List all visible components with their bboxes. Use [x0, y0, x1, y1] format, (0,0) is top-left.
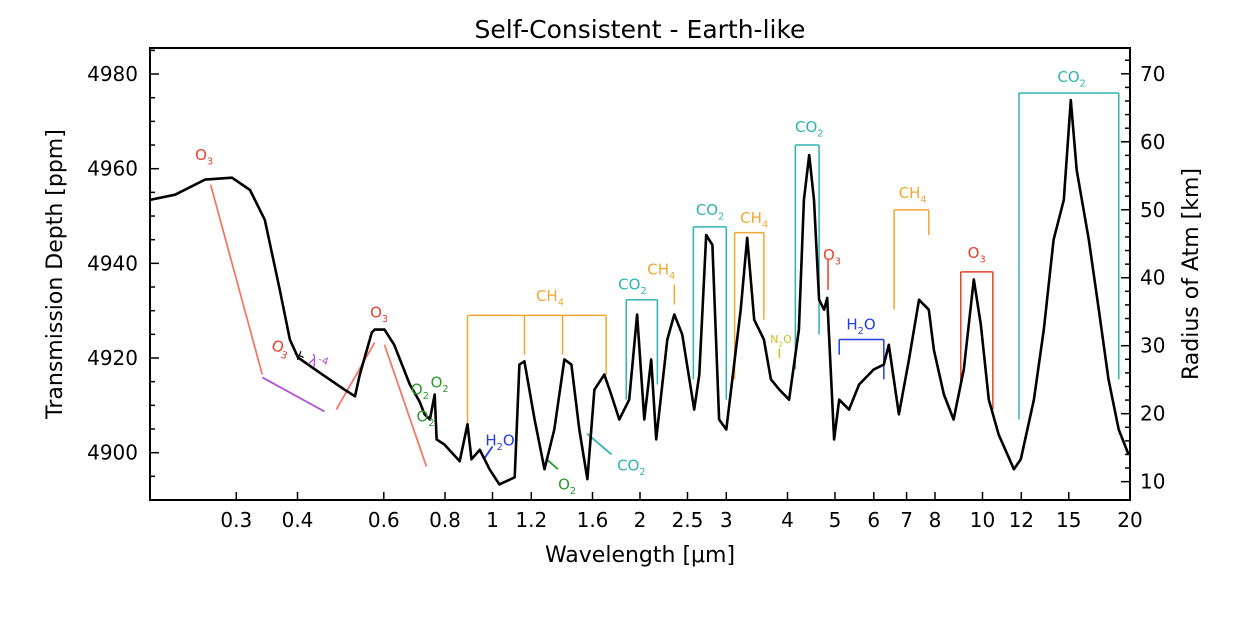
label-o2: O2 [411, 381, 429, 403]
label-ch4: CH4 [647, 261, 675, 283]
bracket-co2 [794, 144, 820, 370]
chart-title: Self-Consistent - Earth-like [475, 15, 806, 44]
x-tick-label: 15 [1056, 508, 1081, 532]
y2-tick-label: 60 [1140, 130, 1165, 154]
x-tick-label: 4 [781, 508, 794, 532]
bracket-co2 [625, 299, 659, 400]
feature-line-o3 [383, 344, 428, 467]
feature-line-o3 [209, 184, 264, 375]
x-tick-label: 10 [970, 508, 995, 532]
x-tick-label: 0.8 [429, 508, 461, 532]
bracket-ch4 [466, 314, 607, 425]
label-co2: CO2 [618, 276, 647, 298]
x-tick-label: 8 [929, 508, 942, 532]
bracket-ch4 [893, 209, 930, 310]
y-tick-label: 4900 [87, 441, 138, 465]
feature-line-o2 [546, 458, 559, 470]
bracket-co2 [1018, 92, 1120, 420]
label-ch4: CH4 [899, 184, 927, 206]
label-o2: O2 [417, 408, 435, 430]
x-tick-label: 7 [900, 508, 913, 532]
y2-tick-label: 20 [1140, 402, 1165, 426]
x-axis-label: Wavelength [μm] [545, 543, 735, 568]
label-co2: CO2 [1057, 68, 1086, 90]
y2-tick-label: 10 [1140, 470, 1165, 494]
x-tick-label: 0.6 [368, 508, 400, 532]
plot-frame [149, 47, 1131, 501]
y2-tick-label: 40 [1140, 266, 1165, 290]
label-o3-rayleigh: O3 +λ-4 [268, 336, 330, 371]
y-tick-label: 4920 [87, 346, 138, 370]
x-tick-label: 0.4 [282, 508, 314, 532]
x-tick-label: 6 [867, 508, 880, 532]
y2-axis-label: Radius of Atm [km] [1179, 168, 1204, 380]
label-o3: O3 [195, 146, 213, 168]
y2-tick-label: 50 [1140, 198, 1165, 222]
y2-tick-label: 30 [1140, 334, 1165, 358]
x-tick-label: 5 [829, 508, 842, 532]
spectrum-line [149, 98, 1130, 486]
bracket-co2 [692, 226, 728, 400]
label-co2: CO2 [795, 118, 824, 140]
x-tick-label: 1 [486, 508, 499, 532]
x-tick-label: 12 [1009, 508, 1034, 532]
bracket-h2o [838, 338, 885, 380]
y-tick-label: 4980 [87, 62, 138, 86]
x-tick-label: 1.2 [515, 508, 547, 532]
x-tick-label: 2.5 [672, 508, 704, 532]
label-o2: O2 [558, 475, 576, 497]
feature-line-rayleigh [261, 376, 325, 413]
label-o3: O3 [268, 336, 293, 362]
label-o3: O3 [370, 304, 388, 326]
label-h2o: H2O [485, 431, 514, 453]
label-plus: + [290, 345, 308, 366]
label-ch4: CH4 [740, 209, 768, 231]
label-co2: CO2 [696, 201, 725, 223]
y2-tick-label: 70 [1140, 62, 1165, 86]
x-tick-label: 3 [720, 508, 733, 532]
label-ch4: CH4 [536, 287, 564, 309]
label-o3: O3 [968, 244, 986, 266]
y-axis-label: Transmission Depth [ppm] [43, 129, 68, 420]
y-tick-label: 4960 [87, 157, 138, 181]
x-tick-label: 2 [634, 508, 647, 532]
label-h2o: H2O [846, 315, 875, 337]
label-n2o: N2O [770, 333, 792, 348]
label-co2: CO2 [617, 456, 646, 478]
feature-line-o3 [335, 341, 376, 411]
x-tick-label: 20 [1117, 508, 1142, 532]
y-tick-label: 4940 [87, 251, 138, 275]
x-tick-label: 1.6 [577, 508, 609, 532]
bracket-o3 [960, 271, 994, 410]
label-o2: O2 [431, 374, 449, 396]
feature-line-h2o [483, 446, 494, 460]
label-o3: O3 [823, 246, 841, 268]
x-tick-label: 0.3 [220, 508, 252, 532]
